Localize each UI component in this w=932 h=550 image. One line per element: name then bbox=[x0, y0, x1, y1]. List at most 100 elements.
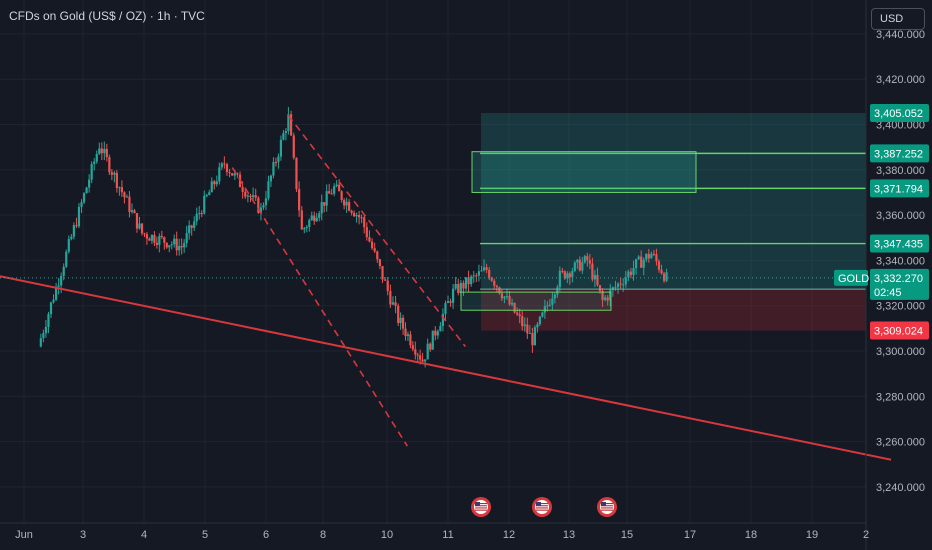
candle-body bbox=[153, 234, 156, 243]
candle-body bbox=[231, 173, 234, 176]
candle-body bbox=[536, 324, 539, 328]
channel-lower-dashed-line bbox=[231, 167, 409, 447]
symbol-tag: GOLD bbox=[838, 273, 869, 285]
time-tick-label: 17 bbox=[684, 529, 696, 541]
candle-body bbox=[397, 305, 400, 323]
candle-body bbox=[660, 269, 663, 274]
candle-body bbox=[113, 172, 116, 175]
price-tick-label: 3,400.000 bbox=[876, 120, 925, 132]
event-icon-canton[interactable] bbox=[601, 502, 606, 506]
candle-body bbox=[604, 297, 607, 301]
candle-body bbox=[510, 302, 514, 305]
candle-body bbox=[642, 259, 645, 268]
candle-body bbox=[488, 269, 491, 279]
candle-body bbox=[541, 312, 544, 317]
time-tick-label: 11 bbox=[442, 529, 453, 541]
candle-body bbox=[386, 280, 389, 291]
time-tick-label: 13 bbox=[563, 529, 575, 541]
event-icon-stripe[interactable] bbox=[475, 503, 487, 505]
candle-body bbox=[436, 331, 439, 336]
candle-body bbox=[215, 181, 218, 185]
candle-body bbox=[103, 148, 106, 154]
candle-body bbox=[148, 238, 151, 241]
support-trendline bbox=[0, 275, 892, 461]
currency-button[interactable]: USD bbox=[871, 8, 925, 30]
candle-body bbox=[490, 278, 493, 281]
event-icon-stripe[interactable] bbox=[601, 507, 613, 509]
candle-body bbox=[188, 225, 191, 234]
candle-body bbox=[606, 297, 609, 301]
candle-body bbox=[493, 280, 496, 286]
candle-body bbox=[434, 330, 437, 336]
candle-body bbox=[195, 213, 198, 222]
candle-body bbox=[49, 302, 53, 315]
time-axis: Jun 3 4 5 6 8 10 11 12 13 15 17 18 19 2 bbox=[0, 522, 869, 541]
event-icon-canton[interactable] bbox=[536, 502, 541, 506]
candle-body bbox=[431, 330, 434, 350]
event-flags[interactable] bbox=[471, 497, 617, 517]
price-tick-label: 3,280.000 bbox=[876, 391, 925, 403]
candle-body bbox=[252, 195, 255, 198]
candle-body bbox=[203, 195, 206, 214]
candle-body bbox=[158, 235, 161, 245]
event-icon-stripe[interactable] bbox=[601, 503, 613, 505]
candle-body bbox=[335, 184, 338, 187]
candle-body bbox=[627, 271, 630, 278]
candle-body bbox=[614, 287, 617, 289]
candle-body bbox=[54, 286, 58, 300]
price-label-value: 3,387.252 bbox=[874, 148, 923, 160]
price-label-bg bbox=[870, 104, 929, 123]
event-icon-stripe[interactable] bbox=[475, 505, 487, 507]
candle-body bbox=[77, 206, 81, 227]
candle-body bbox=[128, 196, 131, 212]
candle-body bbox=[88, 179, 91, 188]
chart-title: CFDs on Gold (US$ / OZ) · 1h · TVC bbox=[9, 9, 205, 23]
price-tick-label: 3,240.000 bbox=[876, 482, 925, 494]
event-icon-stripe[interactable] bbox=[475, 509, 487, 511]
candle-body bbox=[330, 193, 333, 195]
event-icon-canton[interactable] bbox=[475, 502, 480, 506]
time-tick-label: 3 bbox=[80, 529, 86, 541]
us-flag-event-icon[interactable] bbox=[471, 497, 491, 517]
candle-body bbox=[130, 210, 134, 212]
candle-body bbox=[123, 192, 126, 198]
candle-body bbox=[505, 296, 509, 298]
us-flag-event-icon[interactable] bbox=[532, 497, 552, 517]
candle-body bbox=[198, 213, 201, 215]
candle-body bbox=[67, 239, 70, 252]
candle-body bbox=[553, 294, 556, 299]
event-icon-stripe[interactable] bbox=[601, 505, 613, 507]
price-label: 3,405.052 bbox=[870, 104, 929, 123]
candle-body bbox=[353, 212, 356, 217]
candle-body bbox=[538, 316, 541, 325]
candle-body bbox=[389, 290, 392, 305]
event-icon-stripe[interactable] bbox=[475, 507, 487, 509]
candle-body bbox=[135, 213, 139, 229]
candle-body bbox=[185, 233, 188, 244]
candle-body bbox=[482, 267, 486, 271]
candle-body bbox=[513, 302, 516, 313]
us-flag-event-icon[interactable] bbox=[597, 497, 617, 517]
event-icon-stripe[interactable] bbox=[536, 505, 548, 507]
candle-body bbox=[573, 262, 576, 271]
candle-body bbox=[475, 275, 478, 277]
candle-body bbox=[205, 195, 208, 197]
price-tick-label: 3,320.000 bbox=[876, 301, 925, 313]
grid-lines bbox=[0, 0, 867, 523]
candle-body bbox=[98, 148, 101, 154]
event-icon-stripe[interactable] bbox=[601, 509, 613, 511]
candle-body bbox=[282, 133, 285, 140]
event-icon-stripe[interactable] bbox=[536, 503, 548, 505]
event-icon-stripe[interactable] bbox=[536, 507, 548, 509]
candle-body bbox=[616, 283, 620, 288]
candle-body bbox=[467, 277, 470, 285]
candle-body bbox=[284, 131, 288, 134]
candle-body bbox=[85, 187, 88, 194]
candle-body bbox=[213, 181, 216, 185]
candle-body bbox=[401, 317, 405, 329]
candle-body bbox=[470, 276, 473, 285]
event-icon-stripe[interactable] bbox=[536, 509, 548, 511]
